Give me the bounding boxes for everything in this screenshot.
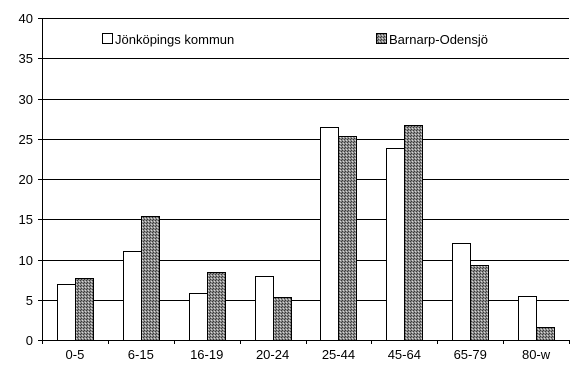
y-tick-label: 40 [19,11,33,26]
legend-item-series-2: Barnarp-Odensjö [376,32,488,47]
legend-swatch-series-2 [376,33,387,44]
bar-series-2-80-w [536,327,555,341]
bar-series-1-45-64 [386,148,405,341]
x-axis-ticks: 0-5 6-15 16-19 20-24 25-44 45-64 65-79 80-w [42,340,570,362]
legend-label-series-2: Barnarp-Odensjö [389,32,488,47]
bar-series-2-0-5 [75,278,94,341]
x-tick-label: 16-19 [190,347,223,362]
legend-item-series-1: Jönköpings kommun [102,32,234,47]
legend-label-series-1: Jönköpings kommun [115,32,234,47]
x-tick-label: 20-24 [256,347,289,362]
x-tick-label: 25-44 [322,347,355,362]
bar-series-2-45-64 [404,125,423,341]
x-tick-label: 45-64 [388,347,421,362]
bar-series-1-20-24 [255,276,274,341]
y-tick-label: 10 [19,253,33,268]
bar-series-2-20-24 [273,297,292,341]
bar-series-1-65-79 [452,243,471,341]
y-axis-ticks: 0 5 10 15 20 25 30 35 40 [19,11,42,348]
bar-series-2-65-79 [470,265,489,341]
grid-lines [42,18,569,341]
x-tick-label: 80-w [522,347,551,362]
bar-series-1-25-44 [320,127,339,341]
bar-series-1-0-5 [57,284,76,341]
y-tick-label: 30 [19,92,33,107]
x-tick-label: 6-15 [128,347,154,362]
y-tick-label: 20 [19,172,33,187]
bar-series-2-25-44 [338,136,357,341]
x-tick-label: 65-79 [454,347,487,362]
x-tick-label: 0-5 [66,347,85,362]
bar-series-2-16-19 [207,272,226,341]
y-tick-label: 35 [19,51,33,66]
y-tick-label: 0 [26,333,33,348]
legend-swatch-series-1 [102,33,113,44]
legend: Jönköpings kommun Barnarp-Odensjö [102,32,488,47]
y-tick-label: 25 [19,132,33,147]
bar-series-2-6-15 [141,216,160,341]
bar-series-1-80-w [518,296,537,341]
bar-series-1-6-15 [123,251,142,341]
bar-series-1-16-19 [189,293,208,341]
y-tick-label: 5 [26,293,33,308]
bar-series [57,125,555,341]
y-tick-label: 15 [19,212,33,227]
